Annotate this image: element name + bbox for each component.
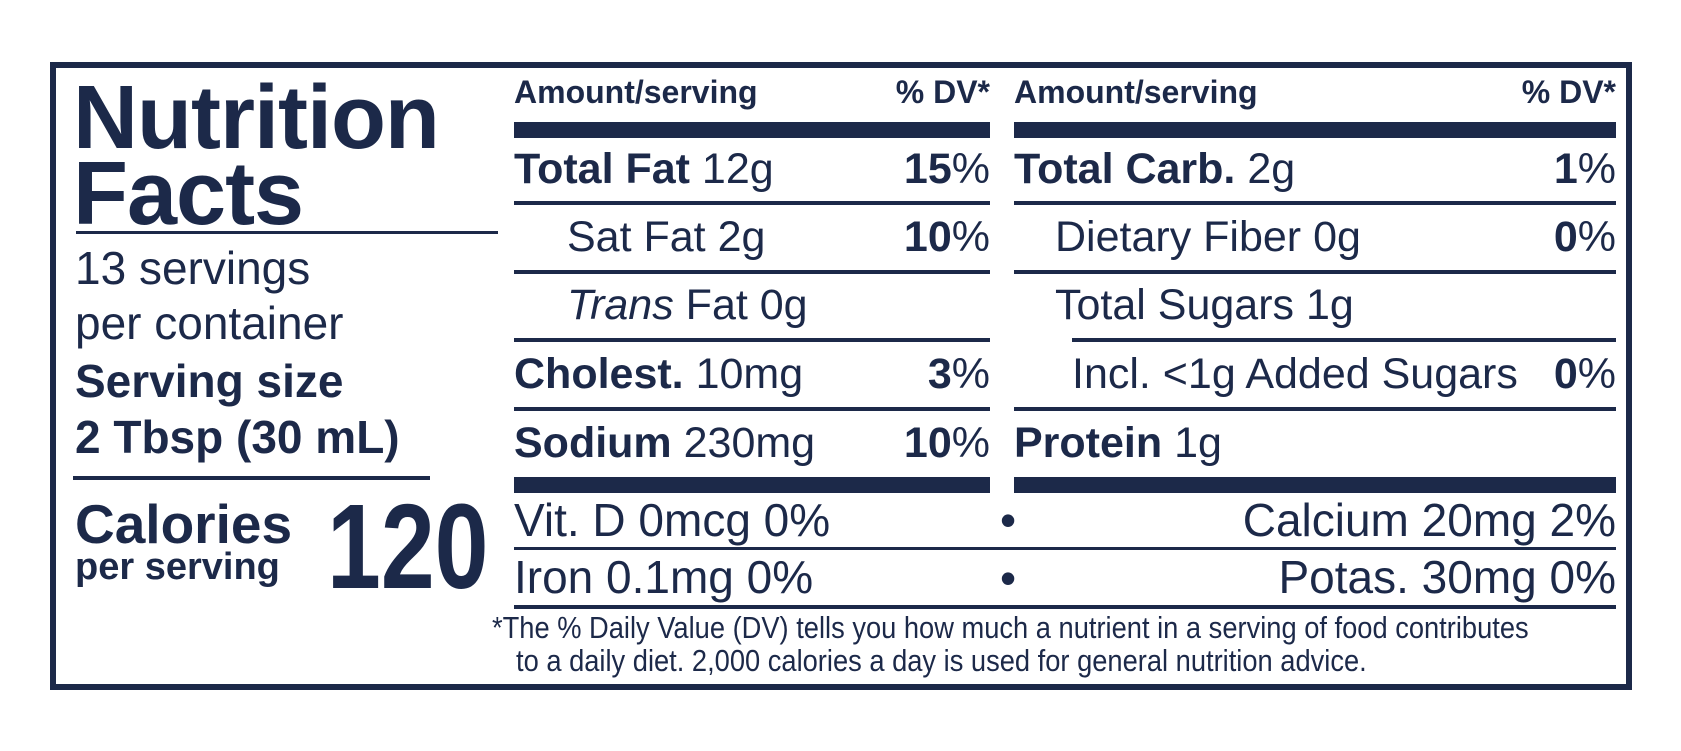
micro-right-value: Calcium 20mg 2%: [1242, 493, 1616, 546]
row-divider: [1014, 201, 1616, 205]
serving-info-divider: [73, 476, 430, 480]
calories-value: 120: [327, 478, 489, 614]
nutrient-row-protein: Protein 1g: [1014, 411, 1616, 477]
nutrient-amount: Total Fat 12g: [514, 144, 774, 193]
nutrient-row-trans-fat: Trans Fat 0g: [514, 274, 990, 338]
nutrient-row-total-carb: Total Carb. 2g 1%: [1014, 138, 1616, 201]
bullet-separator: •: [1000, 494, 1017, 546]
nutrient-row-total-fat: Total Fat 12g 15%: [514, 138, 990, 201]
row-divider: [514, 605, 1616, 609]
row-divider: [514, 338, 990, 342]
micro-right-value: Potas. 30mg 0%: [1278, 551, 1616, 604]
column-header-middle: Amount/serving % DV*: [514, 76, 990, 108]
dv-value: 10%: [903, 212, 990, 261]
nutrient-amount: Trans Fat 0g: [567, 282, 808, 329]
dv-number: 0: [1553, 212, 1578, 261]
micro-left-value: Vit. D 0mcg 0%: [514, 493, 831, 546]
nutrient-row-total-sugars: Total Sugars 1g: [1014, 274, 1616, 338]
footnote-line2: to a daily diet. 2,000 calories a day is…: [516, 643, 1367, 678]
micro-left-value: Iron 0.1mg 0%: [514, 551, 814, 604]
nutrient-amount: Incl. <1g Added Sugars: [1072, 349, 1518, 398]
nutrient-quantity: 1g: [1162, 419, 1222, 468]
section-bar-right: [1014, 477, 1616, 493]
nutrient-amount: Sat Fat 2g: [567, 212, 766, 261]
nutrient-row-dietary-fiber: Dietary Fiber 0g 0%: [1014, 205, 1616, 270]
dv-value: 1%: [1553, 144, 1616, 193]
nutrient-row-added-sugars: Incl. <1g Added Sugars 0%: [1014, 342, 1616, 407]
column-header-right: Amount/serving % DV*: [1014, 76, 1616, 108]
amount-serving-header: Amount/serving: [1014, 74, 1258, 110]
calories-sublabel: per serving: [75, 546, 280, 588]
dv-value: 10%: [904, 420, 990, 467]
micro-row-iron-potassium: Iron 0.1mg 0% • Potas. 30mg 0%: [514, 550, 1616, 605]
dv-number: 15: [903, 144, 952, 193]
row-divider: [514, 201, 990, 205]
nutrient-amount: Dietary Fiber 0g: [1055, 212, 1361, 261]
header-bar-right: [1014, 122, 1616, 138]
nutrient-name-italic: Trans: [567, 281, 674, 330]
nutrient-amount: Protein 1g: [1014, 420, 1222, 467]
dv-number: 10: [903, 419, 952, 468]
nutrient-row-sat-fat: Sat Fat 2g 10%: [514, 205, 990, 270]
nutrient-quantity: 10mg: [683, 349, 804, 398]
dv-value: 15%: [903, 144, 990, 193]
section-bar-middle: [514, 477, 990, 493]
percent-dv-header: % DV*: [1521, 74, 1616, 110]
nutrient-row-sodium: Sodium 230mg 10%: [514, 411, 990, 477]
nutrient-name: Protein: [1014, 419, 1163, 468]
nutrient-amount: Total Carb. 2g: [1014, 144, 1296, 193]
percent-dv-header: % DV*: [895, 74, 990, 110]
serving-size-label: Serving size: [75, 355, 344, 407]
servings-count-line2: per container: [75, 297, 344, 349]
dv-number: 0: [1553, 349, 1578, 398]
row-divider: [514, 407, 990, 411]
serving-size-value: 2 Tbsp (30 mL): [75, 411, 400, 463]
nutrient-quantity: 12g: [689, 144, 774, 193]
dv-percent-sign: %: [951, 419, 990, 468]
nutrient-quantity: 230mg: [671, 419, 816, 468]
dv-percent-sign: %: [1577, 349, 1616, 398]
row-divider: [514, 270, 990, 274]
amount-serving-header: Amount/serving: [514, 74, 758, 110]
micro-row-vitd-calcium: Vit. D 0mcg 0% • Calcium 20mg 2%: [514, 493, 1616, 547]
label-title-line1: Nutrition: [73, 68, 440, 168]
nutrient-quantity: 2g: [1235, 144, 1296, 193]
title-divider: [76, 231, 498, 234]
label-title-line2: Facts: [73, 144, 304, 244]
footnote-line1: *The % Daily Value (DV) tells you how mu…: [492, 610, 1529, 645]
dv-number: 10: [903, 212, 952, 261]
dv-value: 0%: [1553, 212, 1616, 261]
nutrition-label-box: [50, 62, 1632, 690]
row-divider-indented: [1072, 338, 1616, 342]
nutrient-amount: Cholest. 10mg: [514, 349, 804, 398]
dv-percent-sign: %: [951, 349, 990, 398]
dv-percent-sign: %: [1577, 212, 1616, 261]
nutrient-row-cholesterol: Cholest. 10mg 3%: [514, 342, 990, 407]
dv-value: 3%: [927, 349, 990, 398]
dv-number: 3: [927, 349, 952, 398]
dv-percent-sign: %: [951, 212, 990, 261]
dv-number: 1: [1553, 144, 1578, 193]
nutrient-name: Sodium: [514, 419, 672, 468]
footnote: *The % Daily Value (DV) tells you how mu…: [492, 611, 1670, 677]
nutrient-amount: Sodium 230mg: [514, 420, 815, 467]
servings-count-line1: 13 servings: [75, 242, 311, 294]
row-divider: [514, 547, 1616, 550]
header-bar-middle: [514, 122, 990, 138]
row-divider: [1014, 270, 1616, 274]
row-divider: [1014, 407, 1616, 411]
dv-value: 0%: [1553, 349, 1616, 398]
nutrient-name: Total Carb.: [1014, 144, 1236, 193]
dv-percent-sign: %: [1577, 144, 1616, 193]
nutrient-name: Cholest.: [514, 349, 684, 398]
dv-percent-sign: %: [951, 144, 990, 193]
nutrient-quantity: Fat 0g: [673, 281, 808, 330]
calories-label: Calories: [75, 493, 293, 555]
bullet-separator: •: [1000, 551, 1017, 604]
nutrient-amount: Total Sugars 1g: [1055, 281, 1354, 330]
nutrient-name: Total Fat: [514, 144, 690, 193]
